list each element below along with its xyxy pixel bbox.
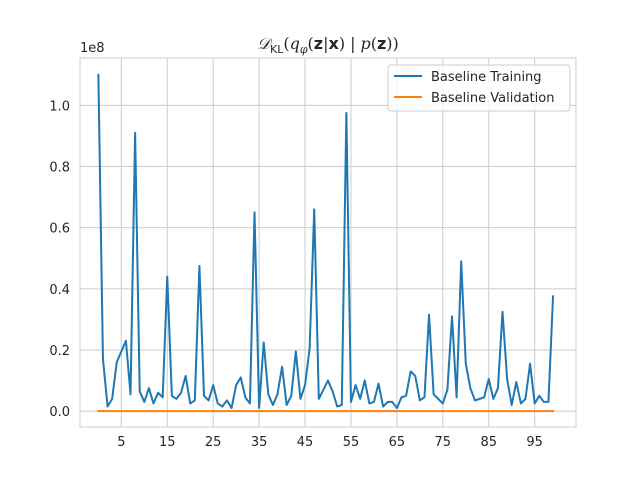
y-tick-label: 1.0 xyxy=(49,99,70,114)
legend-box xyxy=(387,64,571,112)
title-phi-subscript: φ xyxy=(300,43,308,56)
title-close-paren: ) xyxy=(393,34,399,53)
series-layer xyxy=(97,73,555,413)
title-p-close: ) xyxy=(386,34,392,53)
title-arg-close: ) xyxy=(339,34,345,53)
legend-label-baseline-training: Baseline Training xyxy=(431,70,542,85)
y-tick-label: 0.6 xyxy=(49,222,70,237)
y-offset-label: 1e8 xyxy=(80,41,105,56)
y-axis-ticks: 0.0 0.2 0.4 0.6 0.8 1.0 xyxy=(49,99,70,420)
title-x-bold: x xyxy=(329,34,340,53)
legend: Baseline Training Baseline Validation xyxy=(387,64,571,112)
x-tick-label: 35 xyxy=(251,435,268,450)
title-separator: | xyxy=(350,34,355,53)
x-tick-label: 25 xyxy=(205,435,222,450)
title-z-bold: z xyxy=(314,34,323,53)
y-tick-label: 0.2 xyxy=(49,344,70,359)
title-kl-subscript: KL xyxy=(270,43,284,56)
title-z2-bold: z xyxy=(377,34,386,53)
title-p: p xyxy=(360,34,370,53)
x-tick-label: 55 xyxy=(343,435,360,450)
title-script-d: 𝒟 xyxy=(257,34,273,53)
title-p-open: ( xyxy=(371,34,377,53)
x-tick-label: 75 xyxy=(435,435,452,450)
x-tick-label: 85 xyxy=(480,435,497,450)
x-tick-label: 65 xyxy=(389,435,406,450)
legend-label-baseline-validation: Baseline Validation xyxy=(431,91,554,106)
x-axis-ticks: 5 15 25 35 45 55 65 75 85 95 xyxy=(117,435,543,450)
series-line-baseline-training xyxy=(97,73,555,410)
y-tick-label: 0.4 xyxy=(49,283,70,298)
x-tick-label: 5 xyxy=(117,435,125,450)
y-tick-label: 0.8 xyxy=(49,161,70,176)
x-tick-label: 15 xyxy=(159,435,176,450)
y-tick-label: 0.0 xyxy=(49,405,70,420)
x-tick-label: 95 xyxy=(526,435,543,450)
plot-area-frame xyxy=(79,57,577,428)
x-tick-label: 45 xyxy=(297,435,314,450)
title-bar: | xyxy=(323,34,328,53)
title-arg-open: ( xyxy=(308,34,314,53)
title-open-paren: ( xyxy=(283,34,289,53)
chart-title: 𝒟KL(qφ(z|x) | p(z)) xyxy=(257,34,399,56)
title-q: q xyxy=(290,34,300,53)
